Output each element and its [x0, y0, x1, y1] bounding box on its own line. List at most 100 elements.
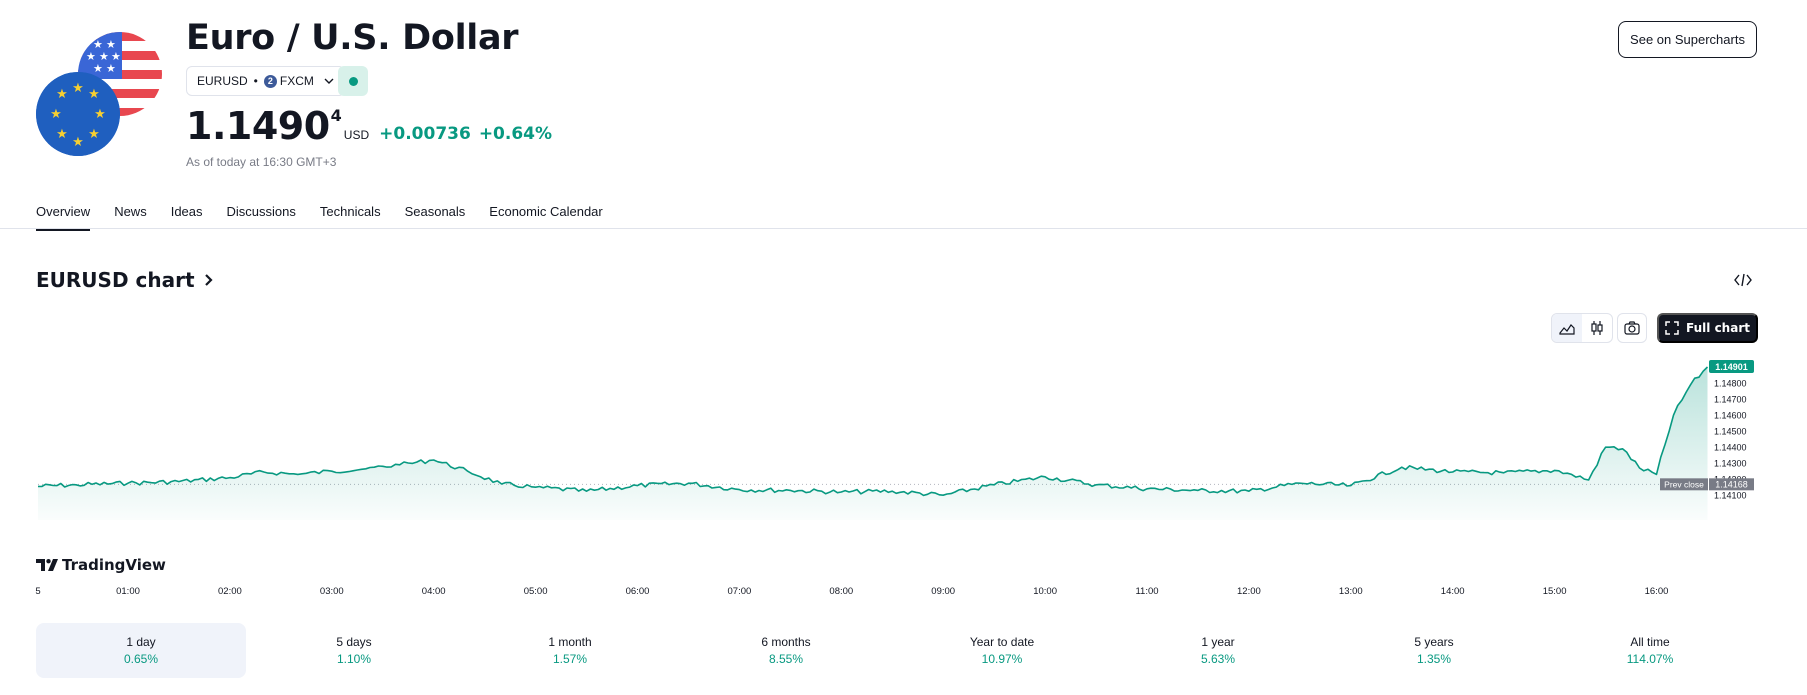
- x-tick-label: 16:00: [1645, 586, 1669, 597]
- full-chart-label: Full chart: [1686, 321, 1750, 335]
- symbol-tabs: Overview News Ideas Discussions Technica…: [36, 204, 627, 231]
- last-price-label: 1.14901: [1715, 362, 1748, 372]
- svg-text:★: ★: [72, 81, 84, 96]
- x-tick-label: 14:00: [1441, 586, 1465, 597]
- svg-text:★: ★: [111, 50, 121, 63]
- price-change: +0.00736: [379, 124, 471, 144]
- eu-flag-icon: ★ ★ ★ ★ ★ ★ ★ ★: [36, 72, 120, 156]
- y-tick-label: 1.14700: [1714, 395, 1747, 405]
- tab-discussions[interactable]: Discussions: [226, 204, 296, 219]
- tradingview-icon: [36, 559, 58, 571]
- prev-close-badge: [1660, 478, 1708, 491]
- x-tick-label: 11:00: [1135, 586, 1158, 597]
- tradingview-wordmark: TradingView: [62, 556, 166, 574]
- price-chart[interactable]: 1.14800 1.14700 1.14600 1.14500 1.14400 1.143…: [0, 350, 1807, 610]
- prev-close-value-badge: [1709, 478, 1754, 491]
- tab-seasonals[interactable]: Seasonals: [404, 204, 466, 219]
- chevron-down-icon: [324, 78, 334, 84]
- x-tick-label: 13:00: [1339, 586, 1363, 597]
- market-status-button[interactable]: [338, 66, 368, 96]
- period-label: 1 year: [1201, 635, 1235, 649]
- period-change: 1.35%: [1416, 652, 1452, 666]
- period-change: 114.07%: [1626, 652, 1674, 666]
- period-selector: 1 day 0.65% 5 days 1.10% 1 month 1.57% 6…: [36, 623, 1758, 678]
- svg-text:★: ★: [88, 127, 100, 142]
- y-tick-label: 1.14800: [1714, 379, 1747, 389]
- svg-text:★: ★: [86, 50, 96, 63]
- fullscreen-icon: [1665, 321, 1679, 335]
- tab-technicals[interactable]: Technicals: [319, 204, 381, 219]
- x-tick-label: 10:00: [1033, 586, 1057, 597]
- last-price-badge: [1709, 360, 1754, 374]
- y-tick-label: 1.14600: [1714, 411, 1747, 421]
- period-1-year[interactable]: 1 year 5.63%: [1110, 623, 1326, 678]
- period-change: 1.10%: [336, 652, 372, 666]
- svg-text:★: ★: [93, 38, 103, 51]
- period-all-time[interactable]: All time 114.07%: [1542, 623, 1758, 678]
- prev-close-label: Prev close: [1664, 479, 1704, 489]
- tab-news[interactable]: News: [114, 204, 147, 219]
- x-tick-label: 01:00: [116, 586, 140, 597]
- last-price-fraction: 4: [330, 106, 342, 125]
- svg-text:★: ★: [50, 107, 62, 122]
- tab-overview[interactable]: Overview: [36, 204, 91, 231]
- tab-ideas[interactable]: Ideas: [170, 204, 203, 219]
- y-tick-label: 1.14500: [1714, 427, 1747, 437]
- period-label: 1 month: [548, 635, 592, 649]
- x-tick-label: 02:00: [218, 586, 242, 597]
- period-6-months[interactable]: 6 months 8.55%: [678, 623, 894, 678]
- svg-text:★: ★: [72, 135, 84, 150]
- x-tick-label: 08:00: [829, 586, 853, 597]
- see-on-supercharts-button[interactable]: See on Supercharts: [1618, 21, 1757, 58]
- x-tick-label: 05:00: [524, 586, 548, 597]
- period-label: All time: [1630, 635, 1670, 649]
- page-title: Euro / U.S. Dollar: [186, 18, 519, 58]
- symbol-selector[interactable]: EURUSD • 2 FXCM: [186, 66, 345, 96]
- x-tick-label: 15:00: [1543, 586, 1567, 597]
- period-5-days[interactable]: 5 days 1.10%: [246, 623, 462, 678]
- chevron-right-icon: [204, 268, 213, 292]
- price-currency: USD: [343, 128, 370, 142]
- x-tick-label: 04:00: [422, 586, 446, 597]
- period-change: 5.63%: [1200, 652, 1236, 666]
- period-label: 6 months: [761, 635, 811, 649]
- full-chart-button[interactable]: Full chart: [1657, 313, 1758, 343]
- period-label: Year to date: [969, 635, 1035, 649]
- last-price: 1.1490: [186, 104, 330, 148]
- symbol-separator: •: [253, 74, 258, 88]
- period-5-years[interactable]: 5 years 1.35%: [1326, 623, 1542, 678]
- price-timestamp: As of today at 16:30 GMT+3: [186, 155, 337, 169]
- tradingview-logo[interactable]: TradingView: [36, 556, 166, 574]
- prev-close-value: 1.14168: [1715, 479, 1748, 489]
- symbol-logo: ★ ★ ★ ★ ★ ★ ★ ★ ★ ★ ★ ★ ★ ★ ★: [36, 30, 166, 160]
- market-open-icon: [348, 76, 358, 86]
- price-line: [37, 366, 1709, 497]
- tab-economic-calendar[interactable]: Economic Calendar: [489, 204, 603, 219]
- chart-title: EURUSD chart: [36, 268, 195, 292]
- camera-icon[interactable]: [1617, 313, 1647, 343]
- area-chart-icon[interactable]: [1552, 314, 1582, 342]
- exchange-name: FXCM: [279, 74, 314, 88]
- y-tick-label: 1.14400: [1714, 443, 1747, 453]
- period-label: 1 day: [126, 635, 156, 649]
- svg-text:★: ★: [88, 87, 100, 102]
- period-label: 5 days: [336, 635, 372, 649]
- period-change: 1.57%: [552, 652, 588, 666]
- symbol-name: EURUSD: [197, 74, 248, 88]
- svg-text:★: ★: [93, 62, 103, 75]
- y-tick-label: 1.14300: [1714, 459, 1747, 469]
- period-1-month[interactable]: 1 month 1.57%: [462, 623, 678, 678]
- x-tick-label: 09:00: [931, 586, 955, 597]
- price-change-percent: +0.64%: [478, 124, 553, 144]
- svg-text:★: ★: [106, 38, 116, 51]
- embed-code-icon[interactable]: [1733, 272, 1753, 288]
- candles-icon[interactable]: [1582, 314, 1612, 342]
- period-label: 5 years: [1414, 635, 1454, 649]
- svg-text:★: ★: [99, 50, 109, 63]
- period-year-to-date[interactable]: Year to date 10.97%: [894, 623, 1110, 678]
- x-tick-label: 06:00: [626, 586, 650, 597]
- svg-text:★: ★: [94, 107, 106, 122]
- chart-title-link[interactable]: EURUSD chart: [36, 268, 213, 292]
- period-change: 8.55%: [768, 652, 804, 666]
- period-1-day[interactable]: 1 day 0.65%: [36, 623, 246, 678]
